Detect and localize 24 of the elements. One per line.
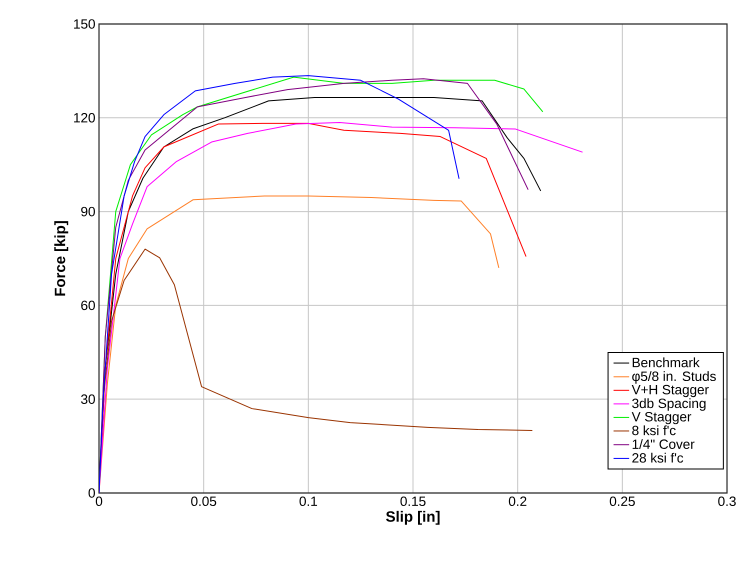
- legend-label: Benchmark: [632, 357, 700, 368]
- legend-label: V Stagger: [632, 412, 692, 424]
- x-tick-label: 0.05: [191, 496, 216, 506]
- x-tick-label: 0.15: [400, 496, 426, 506]
- legend-label: 1/4" Cover: [632, 439, 694, 449]
- y-tick-label: 0: [88, 488, 95, 498]
- legend-label: φ5/8 in. Studs: [632, 371, 716, 384]
- line-series: [99, 75, 460, 493]
- legend-label: 8 ksi f'c: [632, 425, 676, 436]
- x-tick-label: 0.2: [508, 496, 526, 506]
- legend-label: V+H Stagger: [632, 384, 709, 398]
- x-axis-title: Slip [in]: [386, 510, 440, 525]
- y-tick-label: 150: [74, 19, 95, 29]
- legend-label: 3db Spacing: [632, 398, 706, 411]
- x-tick-label: 0.3: [718, 496, 736, 506]
- y-tick-label: 120: [74, 113, 95, 123]
- x-tick-label: 0.25: [610, 496, 635, 506]
- x-tick-label: 0: [96, 496, 102, 506]
- x-tick-label: 0.1: [300, 496, 318, 506]
- y-axis-title: Force [kip]: [54, 221, 68, 296]
- y-tick-label: 60: [81, 300, 95, 310]
- y-tick-label: 30: [81, 394, 95, 404]
- legend-label: 28 ksi f'c: [632, 452, 684, 463]
- y-tick-label: 90: [81, 206, 95, 216]
